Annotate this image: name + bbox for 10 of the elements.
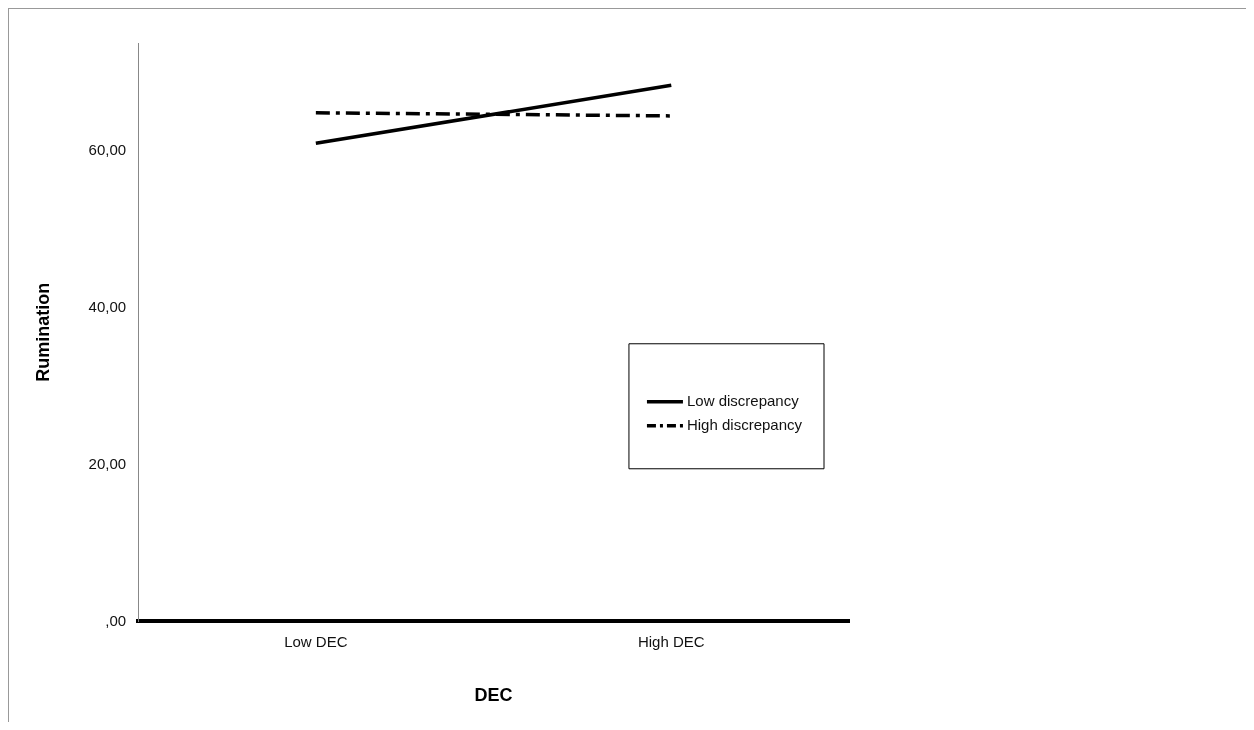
y-axis-title: Rumination bbox=[32, 282, 53, 382]
y-tick-label: 60,00 bbox=[88, 141, 127, 159]
legend-label: High discrepancy bbox=[686, 415, 803, 433]
x-axis-title: DEC bbox=[474, 685, 513, 706]
y-tick-label: 40,00 bbox=[88, 298, 127, 316]
y-tick-label: ,00 bbox=[105, 611, 127, 629]
x-tick-label: Low DEC bbox=[284, 632, 348, 650]
x-tick-label: High DEC bbox=[637, 632, 705, 650]
y-tick-label: 20,00 bbox=[88, 454, 127, 472]
legend-label: Low discrepancy bbox=[686, 391, 800, 409]
